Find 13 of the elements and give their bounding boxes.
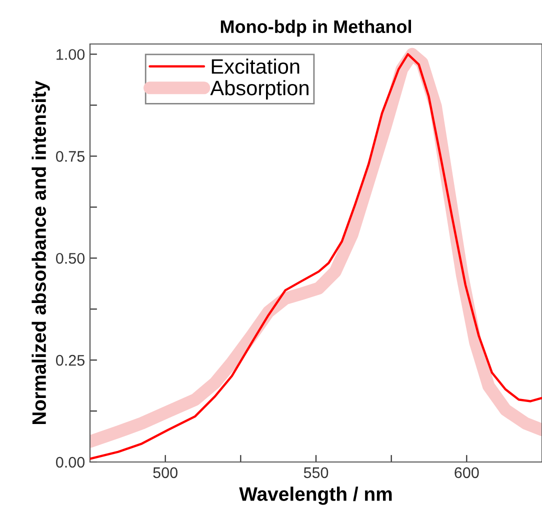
x-axis-title: Wavelength / nm xyxy=(239,486,392,505)
y-axis-title: Normalized absorbance and intensity xyxy=(32,80,50,424)
x-tick-label: 600 xyxy=(454,467,479,478)
chart-title: Mono-bdp in Methanol xyxy=(220,20,412,37)
y-tick-label: 0.25 xyxy=(56,354,84,366)
x-tick-label: 500 xyxy=(153,467,178,478)
legend-label: Excitation xyxy=(212,58,300,74)
y-tick-label: 0.75 xyxy=(56,151,84,162)
y-tick-label: 0.00 xyxy=(56,456,85,468)
y-tick-label: 1.00 xyxy=(56,49,85,60)
y-tick-label: 0.50 xyxy=(56,252,85,264)
legend-label: Absorption xyxy=(210,80,308,100)
x-tick-label: 550 xyxy=(304,467,328,478)
